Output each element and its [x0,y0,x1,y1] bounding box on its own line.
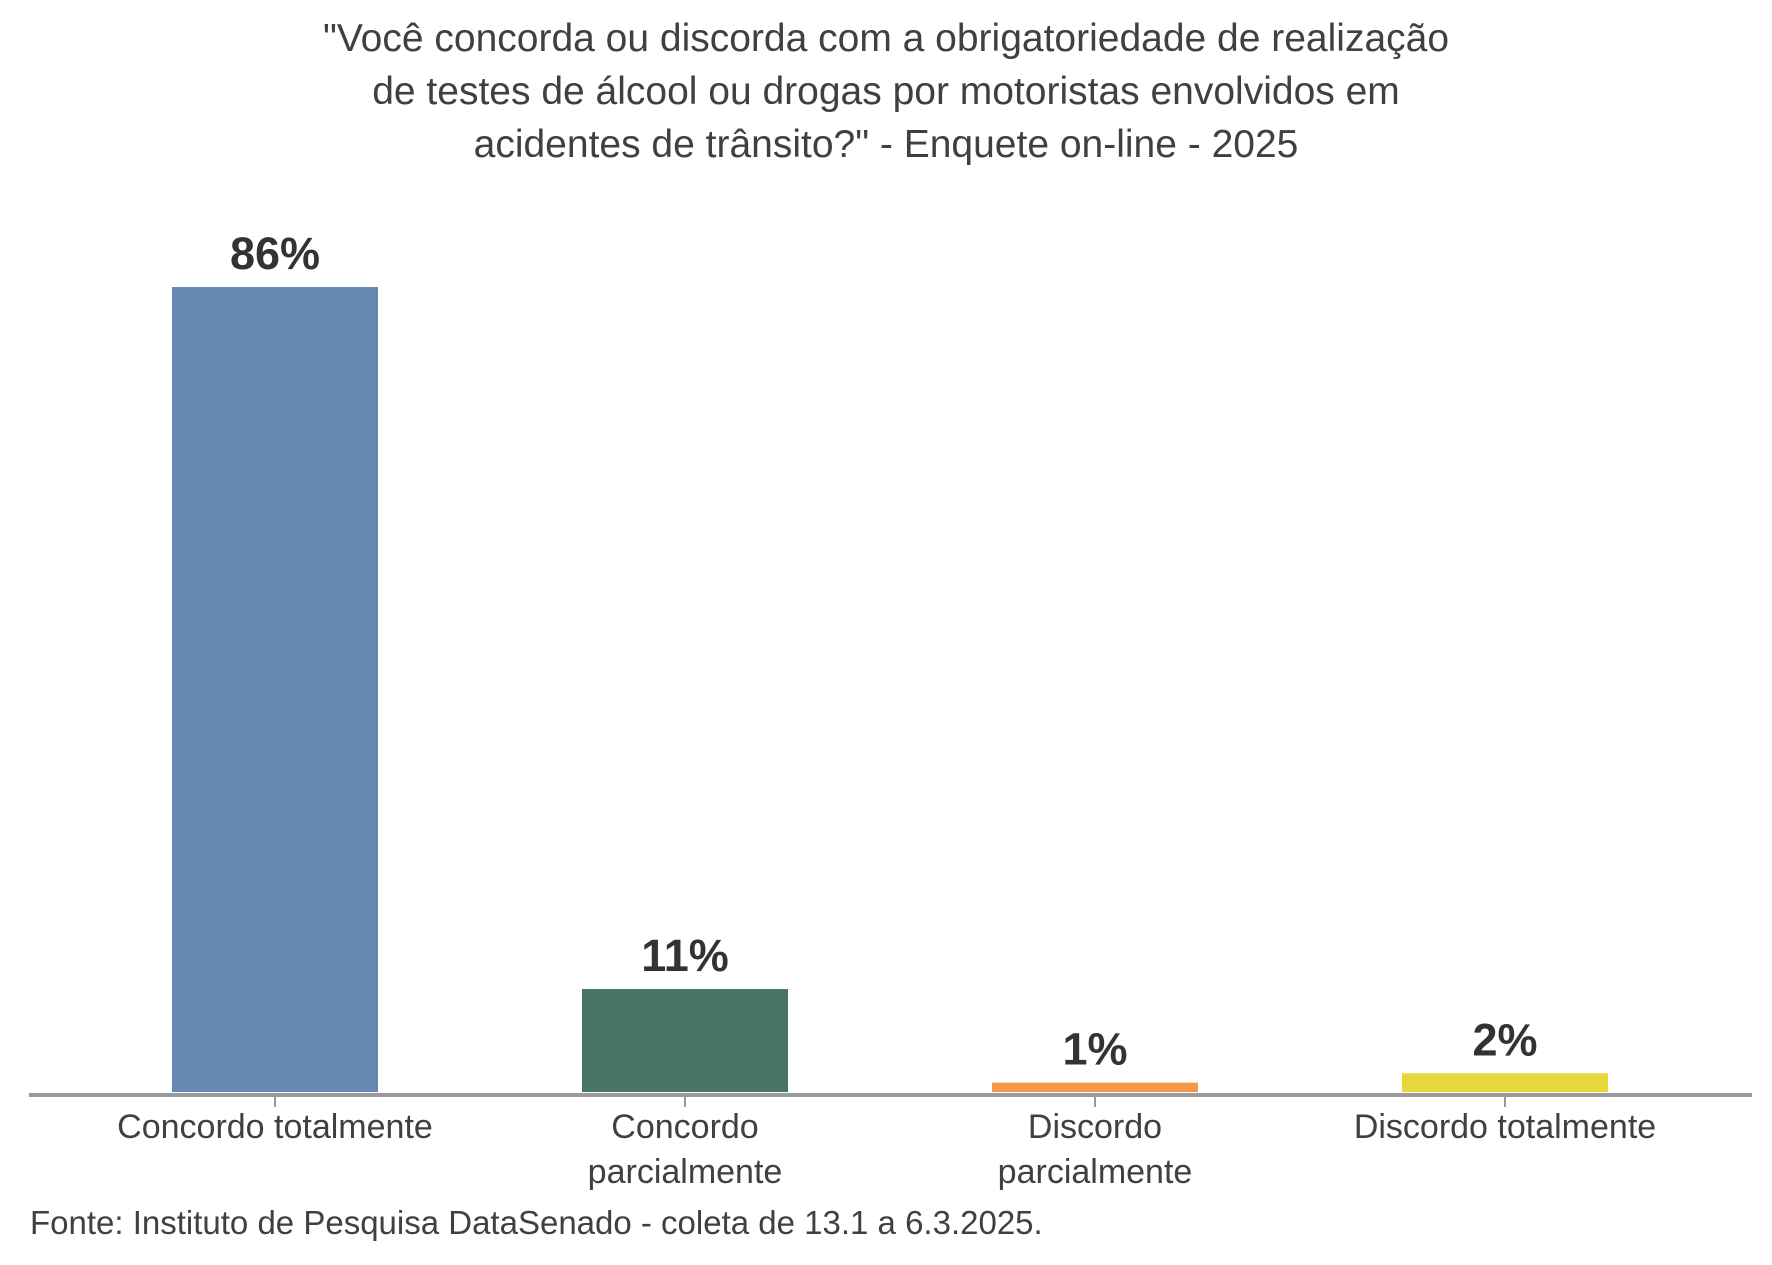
bar [172,287,378,1092]
bar [992,1082,1198,1092]
data-label: 86% [230,228,320,279]
bar [582,989,788,1092]
x-tick-label: Discordo totalmente [1354,1108,1656,1146]
chart-title-line: de testes de álcool ou drogas por motori… [372,70,1400,113]
data-label: 2% [1472,1014,1537,1065]
bar [1402,1073,1608,1092]
source-footer: Fonte: Instituto de Pesquisa DataSenado … [30,1204,1043,1241]
chart-title-line: acidentes de trânsito?" - Enquete on-lin… [473,123,1299,166]
data-label: 11% [641,930,729,981]
x-tick-label: parcialmente [998,1153,1193,1191]
data-label: 1% [1062,1024,1127,1075]
chart-title-line: "Você concorda ou discorda com a obrigat… [322,17,1450,60]
x-tick-label: Concordo totalmente [117,1108,433,1146]
x-tick-label: parcialmente [588,1153,783,1191]
x-tick-label: Discordo [1028,1108,1162,1146]
chart-title: "Você concorda ou discorda com a obrigat… [0,12,1772,171]
x-tick-label: Concordo [611,1108,758,1146]
